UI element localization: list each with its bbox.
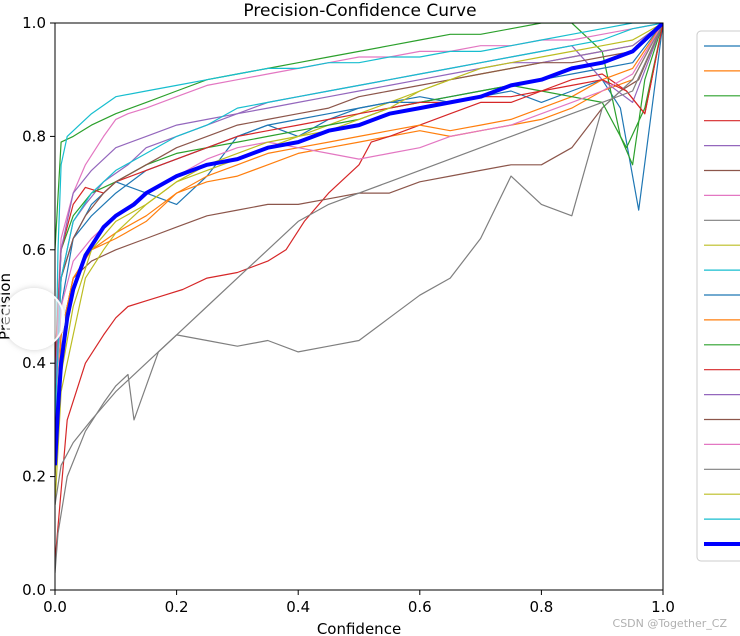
series-line-2	[55, 23, 663, 449]
y-tick-label: 0.8	[22, 127, 46, 145]
series-line-16	[55, 23, 663, 420]
series-layer	[55, 23, 663, 574]
y-tick-label: 0.2	[22, 468, 46, 486]
series-line-6	[55, 23, 663, 477]
x-tick-label: 0.6	[408, 598, 432, 616]
ticks-layer: 0.0 0.2 0.4 0.6 0.8 1.0 0.0 0.2 0.4 0.6 0.8 1.0	[22, 14, 675, 616]
prev-image-button[interactable]	[3, 288, 65, 350]
x-tick-label: 1.0	[651, 598, 675, 616]
x-axis-title: Confidence	[317, 620, 401, 636]
y-tick-label: 1.0	[22, 14, 46, 32]
series-line-13	[55, 23, 663, 364]
watermark: CSDN @Together_CZ	[613, 617, 728, 630]
x-tick-label: 0.8	[529, 598, 553, 616]
legend-box	[696, 30, 740, 562]
legend: class 1class 2class 3class 4class 5class…	[696, 30, 740, 562]
x-tick-label: 0.4	[286, 598, 310, 616]
series-line-9	[55, 23, 663, 505]
y-tick-label: 0.0	[22, 581, 46, 599]
series-line-10	[55, 23, 663, 420]
series-line-18	[55, 23, 663, 505]
series-line-4	[55, 23, 663, 562]
chevron-left-icon	[25, 305, 43, 337]
x-tick-label: 0.0	[43, 598, 67, 616]
series-line-12	[55, 23, 663, 449]
series-line-11	[55, 23, 663, 392]
y-tick-label: 0.6	[22, 241, 46, 259]
x-tick-label: 0.2	[165, 598, 189, 616]
series-line-20	[55, 23, 663, 420]
y-tick-label: 0.4	[22, 354, 46, 372]
series-line-8	[55, 23, 663, 574]
series-line-all-classes	[55, 23, 663, 466]
series-line-15	[55, 23, 663, 392]
chart-title: Precision-Confidence Curve	[243, 1, 476, 21]
